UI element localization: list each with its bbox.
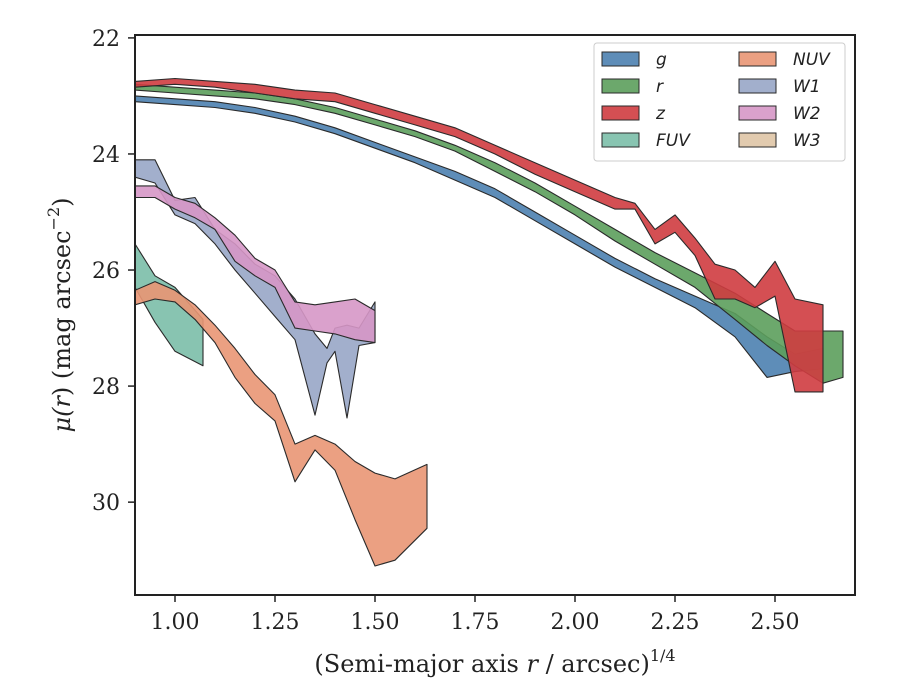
y-tick-label: 24 <box>92 143 120 168</box>
legend-item-nuv: NUV <box>738 50 831 70</box>
legend-swatch <box>738 51 777 67</box>
x-tick-label: 2.25 <box>651 610 700 635</box>
legend-item-fuv: FUV <box>601 131 691 151</box>
y-tick-label: 26 <box>92 259 120 284</box>
x-tick-label: 1.75 <box>451 610 500 635</box>
legend-label: W1 <box>793 77 821 97</box>
legend: grz FUV NUV W1 W2 W3 <box>593 42 846 162</box>
series-band-nuv <box>135 281 428 567</box>
legend-label: z <box>655 104 666 124</box>
x-tick-label: 1.25 <box>251 610 300 635</box>
y-tick-label: 28 <box>92 375 120 400</box>
legend-swatch <box>738 78 777 94</box>
series-layer <box>135 77 844 567</box>
x-tick-label: 2.00 <box>551 610 600 635</box>
legend-frame <box>593 42 846 162</box>
legend-swatch <box>738 105 777 121</box>
y-axis: 22 24 26 28 30 <box>92 27 135 516</box>
legend-label: FUV <box>656 131 691 151</box>
legend-label: r <box>656 77 664 97</box>
legend-swatch <box>738 132 777 148</box>
x-tick-label: 1.50 <box>351 610 400 635</box>
legend-item-g: g <box>601 50 667 70</box>
legend-swatch <box>601 105 640 121</box>
plot-frame <box>134 34 856 596</box>
legend-swatch <box>601 132 640 148</box>
y-tick-label: 22 <box>92 27 120 52</box>
series-band-z <box>135 77 824 393</box>
legend-label: g <box>656 50 667 70</box>
y-axis-title: μ(r) (mag arcsec−2) <box>44 197 76 432</box>
legend-item-r: r <box>601 77 664 97</box>
legend-label: W3 <box>793 131 821 151</box>
legend-item-w3: W3 <box>738 131 821 151</box>
legend-label: NUV <box>793 50 831 70</box>
x-tick-label: 1.00 <box>151 610 200 635</box>
legend-item-z: z <box>601 104 666 124</box>
y-tick-label: 30 <box>92 491 120 516</box>
legend-item-w1: W1 <box>738 77 821 97</box>
x-axis-title: (Semi-major axis r / arcsec)1/4 <box>314 646 675 678</box>
x-tick-label: 2.50 <box>751 610 800 635</box>
legend-swatch <box>601 78 640 94</box>
legend-label: W2 <box>793 104 821 124</box>
series-band-w2 <box>135 185 376 344</box>
legend-swatch <box>601 51 640 67</box>
x-axis: 1.00 1.25 1.50 1.75 2.00 2.25 2.50 <box>151 595 800 635</box>
legend-item-w2: W2 <box>738 104 821 124</box>
series-band-r <box>135 83 844 384</box>
